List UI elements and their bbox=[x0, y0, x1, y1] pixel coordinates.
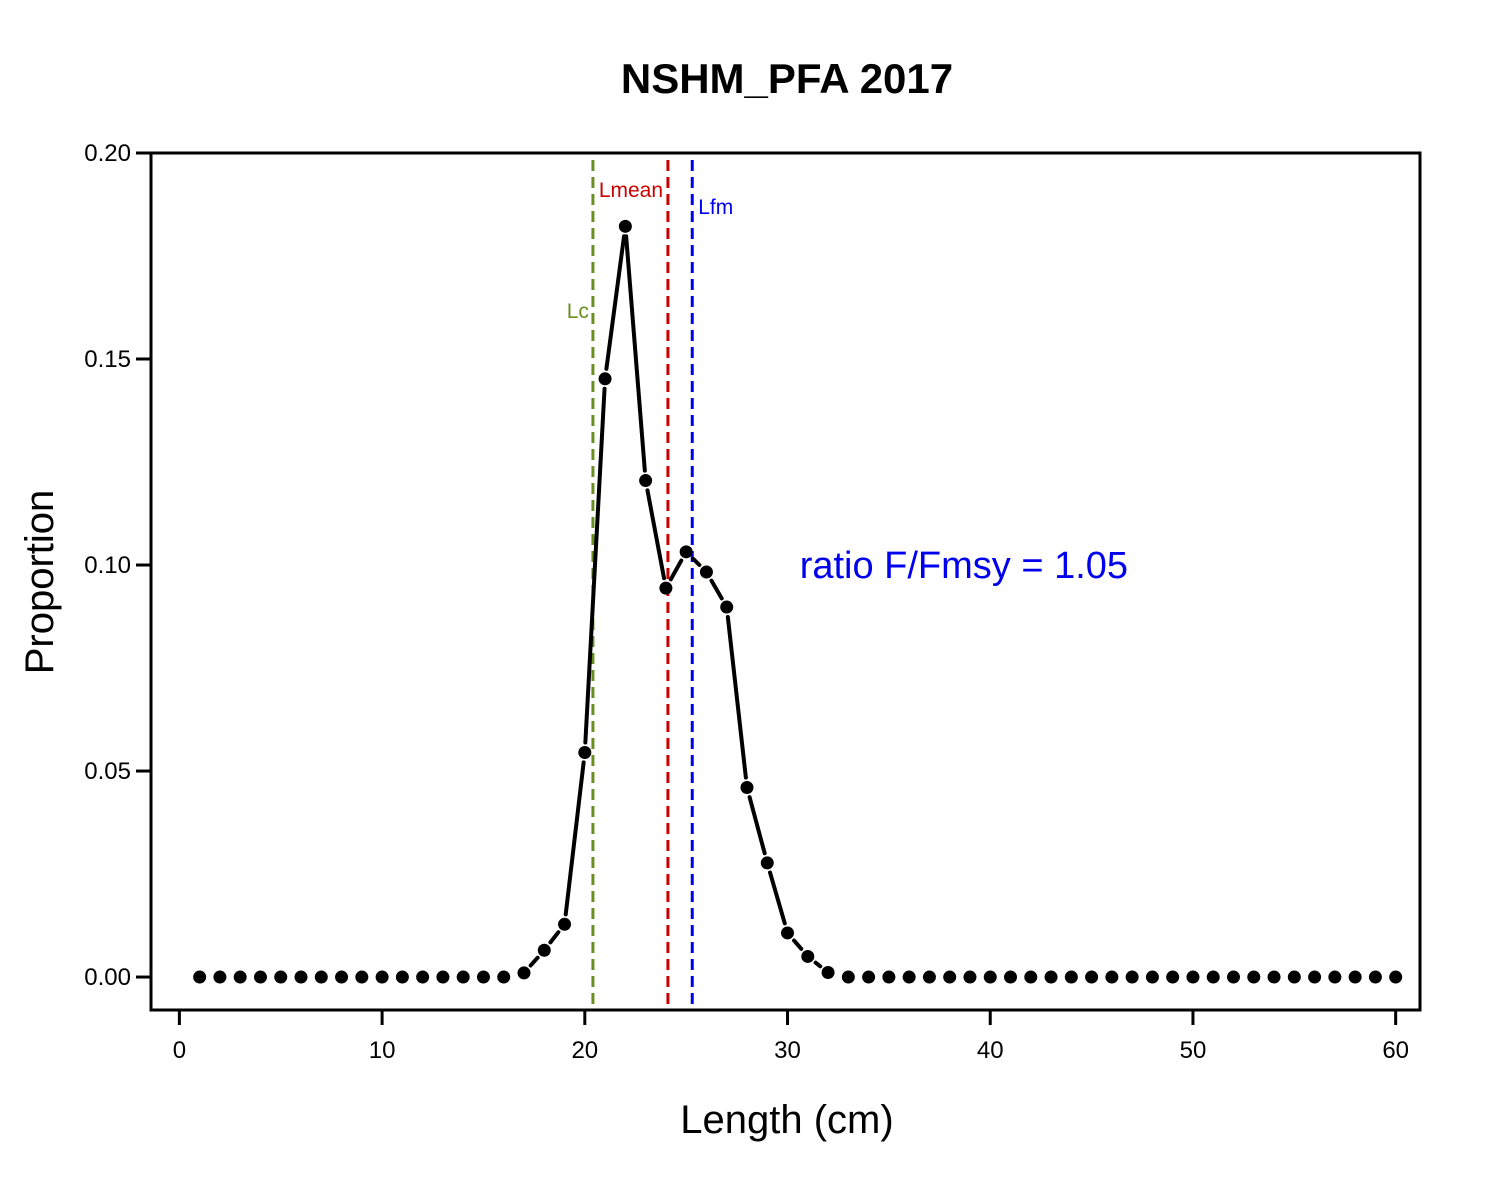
data-point bbox=[801, 949, 815, 963]
data-point bbox=[1125, 970, 1139, 984]
series-line-segment bbox=[813, 960, 823, 969]
x-tick-label: 50 bbox=[1180, 1037, 1207, 1064]
series-line-segment bbox=[645, 488, 667, 581]
y-axis-title: Proportion bbox=[18, 490, 62, 675]
data-point bbox=[1186, 970, 1200, 984]
y-tick-label: 0.15 bbox=[84, 346, 131, 373]
data-point bbox=[1267, 970, 1281, 984]
data-point bbox=[395, 970, 409, 984]
data-point bbox=[537, 943, 551, 957]
data-point bbox=[760, 856, 774, 870]
data-point bbox=[335, 970, 349, 984]
data-point bbox=[314, 970, 328, 984]
data-point bbox=[1308, 970, 1322, 984]
data-point bbox=[781, 926, 795, 940]
chart-title: NSHM_PFA 2017 bbox=[621, 55, 953, 102]
data-point bbox=[1247, 970, 1261, 984]
data-point bbox=[862, 970, 876, 984]
ratio-annotation: ratio F/Fmsy = 1.05 bbox=[800, 545, 1128, 587]
series-line-segment bbox=[563, 760, 586, 917]
series-line-segment bbox=[528, 955, 540, 968]
x-axis: 0 10 20 30 40 50 60 bbox=[173, 1008, 1409, 1064]
x-tick-label: 10 bbox=[369, 1037, 396, 1064]
data-point bbox=[841, 970, 855, 984]
data-point bbox=[1328, 970, 1342, 984]
data-point bbox=[436, 970, 450, 984]
series-line-segment bbox=[548, 930, 561, 945]
series-line-segment bbox=[583, 386, 607, 745]
y-tick-label: 0.10 bbox=[84, 552, 131, 579]
y-tick-label: 0.20 bbox=[84, 140, 131, 167]
y-axis: 0.00 0.05 0.10 0.15 0.20 bbox=[84, 140, 153, 991]
data-point bbox=[355, 970, 369, 984]
series-line-segment bbox=[792, 938, 804, 951]
data-point bbox=[618, 219, 632, 233]
data-point bbox=[740, 781, 754, 795]
x-tick-label: 20 bbox=[571, 1037, 598, 1064]
data-point bbox=[476, 970, 490, 984]
data-layer: Lc Lmean Lfm ratio F/Fmsy = 1.05 bbox=[193, 160, 1403, 1010]
data-point bbox=[659, 581, 673, 595]
data-point bbox=[497, 970, 511, 984]
data-point bbox=[963, 970, 977, 984]
data-point bbox=[193, 970, 207, 984]
data-point bbox=[558, 917, 572, 931]
data-point bbox=[456, 970, 470, 984]
data-point bbox=[1166, 970, 1180, 984]
data-point bbox=[639, 474, 653, 488]
data-point bbox=[1389, 970, 1403, 984]
data-point bbox=[1044, 970, 1058, 984]
ref-label-lmean: Lmean bbox=[599, 179, 663, 202]
y-tick-label: 0.00 bbox=[84, 964, 131, 991]
series-line-segment bbox=[624, 234, 647, 473]
data-point bbox=[1227, 970, 1241, 984]
data-point bbox=[679, 545, 693, 559]
plot-frame bbox=[149, 151, 1422, 1012]
data-point bbox=[1024, 970, 1038, 984]
data-point bbox=[1206, 970, 1220, 984]
data-point bbox=[943, 970, 957, 984]
ref-label-lfm: Lfm bbox=[698, 196, 733, 219]
data-point bbox=[375, 970, 389, 984]
data-point bbox=[882, 970, 896, 984]
y-tick-label: 0.05 bbox=[84, 758, 131, 785]
series-line-segment bbox=[604, 234, 627, 371]
data-point bbox=[416, 970, 430, 984]
data-point bbox=[902, 970, 916, 984]
data-point bbox=[517, 966, 531, 980]
x-tick-label: 60 bbox=[1382, 1037, 1409, 1064]
data-point bbox=[1368, 970, 1382, 984]
series-line-segment bbox=[691, 556, 702, 567]
series-line-segment bbox=[668, 558, 684, 582]
x-tick-label: 40 bbox=[977, 1037, 1004, 1064]
series-line-segment bbox=[709, 578, 724, 601]
data-point bbox=[1105, 970, 1119, 984]
data-point bbox=[598, 372, 612, 386]
series-line-segment bbox=[747, 795, 767, 856]
x-axis-title: Length (cm) bbox=[680, 1098, 893, 1142]
data-point bbox=[699, 565, 713, 579]
data-point bbox=[1085, 970, 1099, 984]
series-line-segment bbox=[725, 614, 748, 780]
ref-label-lc: Lc bbox=[567, 300, 589, 323]
series-line-segment bbox=[768, 870, 787, 926]
data-point bbox=[983, 970, 997, 984]
data-point bbox=[253, 970, 267, 984]
data-point bbox=[922, 970, 936, 984]
data-point bbox=[274, 970, 288, 984]
data-point bbox=[1064, 970, 1078, 984]
data-point bbox=[578, 745, 592, 759]
data-point bbox=[1348, 970, 1362, 984]
data-point bbox=[294, 970, 308, 984]
x-tick-label: 30 bbox=[774, 1037, 801, 1064]
data-point bbox=[821, 966, 835, 980]
data-point bbox=[233, 970, 247, 984]
data-point bbox=[1004, 970, 1018, 984]
data-point bbox=[1287, 970, 1301, 984]
data-point bbox=[1145, 970, 1159, 984]
x-tick-label: 0 bbox=[173, 1037, 186, 1064]
data-point bbox=[213, 970, 227, 984]
data-point bbox=[720, 600, 734, 614]
